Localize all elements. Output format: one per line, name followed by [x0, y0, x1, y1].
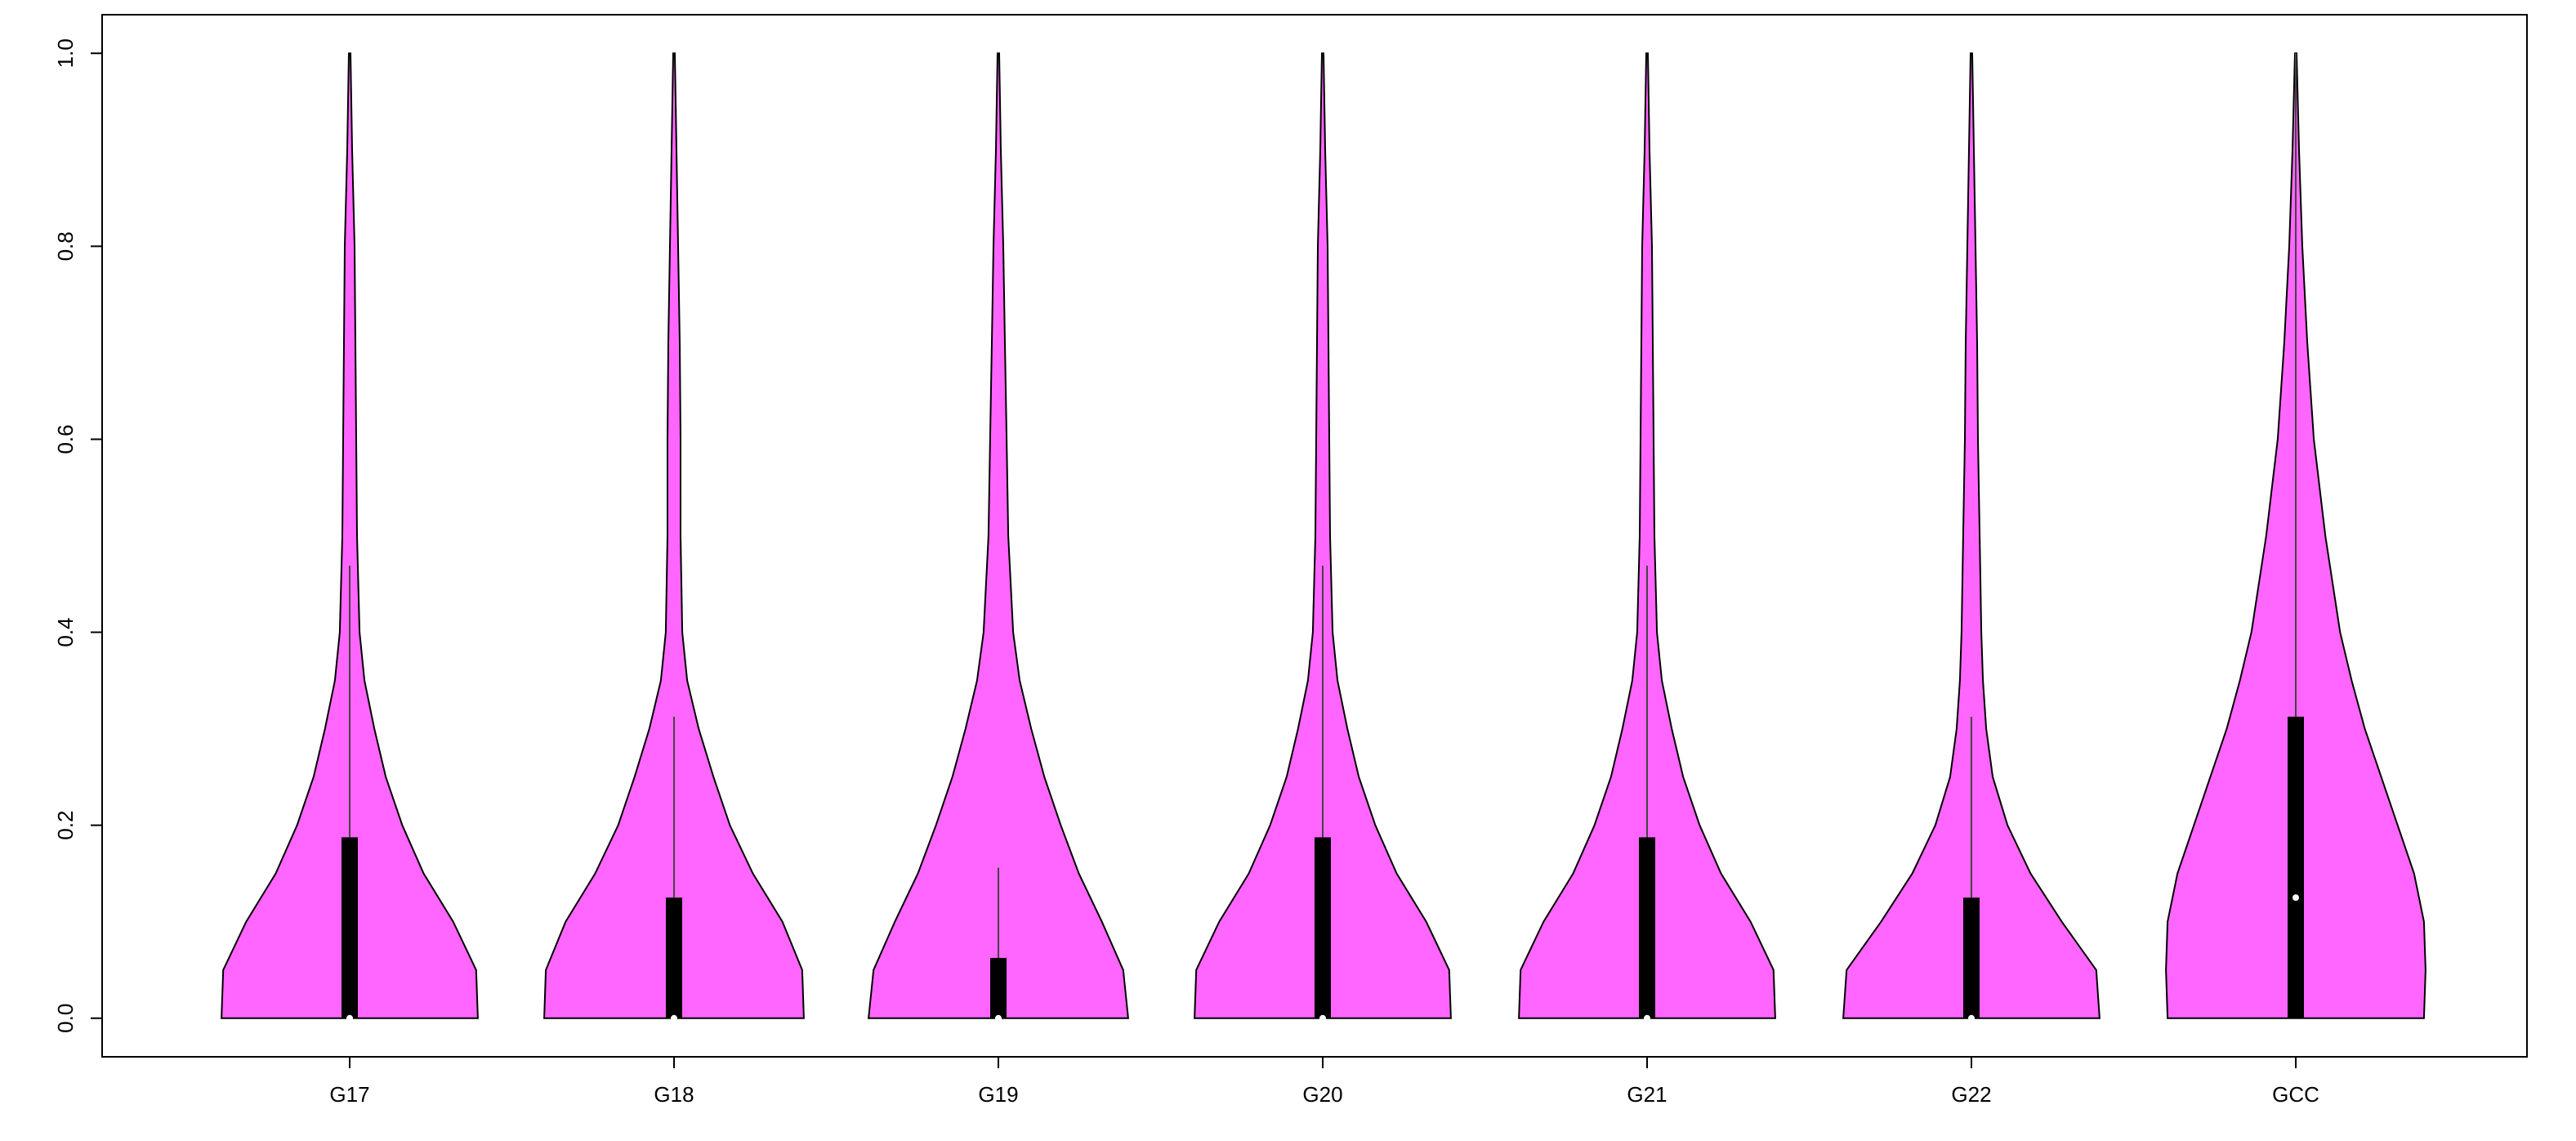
- box: [1963, 897, 1980, 1018]
- x-tick-label: G20: [1302, 1082, 1342, 1107]
- plot-frame: [101, 14, 2528, 1058]
- violin: [1842, 52, 2101, 1019]
- y-tick-label: 0.0: [53, 1004, 78, 1033]
- box: [1639, 837, 1655, 1018]
- box: [1315, 837, 1331, 1018]
- box: [990, 957, 1007, 1018]
- median: [1968, 1014, 1975, 1022]
- median: [1644, 1014, 1650, 1022]
- violin: [221, 52, 479, 1019]
- median: [1319, 1014, 1326, 1022]
- x-tick-label: GCC: [2272, 1082, 2319, 1107]
- box: [342, 837, 358, 1018]
- x-tick-label: G21: [1627, 1082, 1667, 1107]
- y-tick-label: 0.4: [53, 617, 78, 647]
- violin: [1194, 52, 1452, 1019]
- violin: [543, 52, 805, 1019]
- x-tick-label: G18: [654, 1082, 694, 1107]
- y-tick-label: 0.6: [53, 424, 78, 454]
- x-tick-label: G17: [329, 1082, 369, 1107]
- box: [666, 897, 682, 1018]
- median: [995, 1014, 1002, 1022]
- x-tick-label: G19: [978, 1082, 1018, 1107]
- y-tick-label: 1.0: [53, 38, 78, 68]
- median: [2293, 894, 2299, 902]
- violin: [1518, 52, 1776, 1019]
- box: [2288, 716, 2304, 1018]
- y-tick-label: 0.8: [53, 231, 78, 261]
- x-tick-label: G22: [1951, 1082, 1991, 1107]
- y-tick-label: 0.2: [53, 811, 78, 840]
- median: [671, 1014, 677, 1022]
- median: [346, 1014, 353, 1022]
- violin: [867, 52, 1130, 1019]
